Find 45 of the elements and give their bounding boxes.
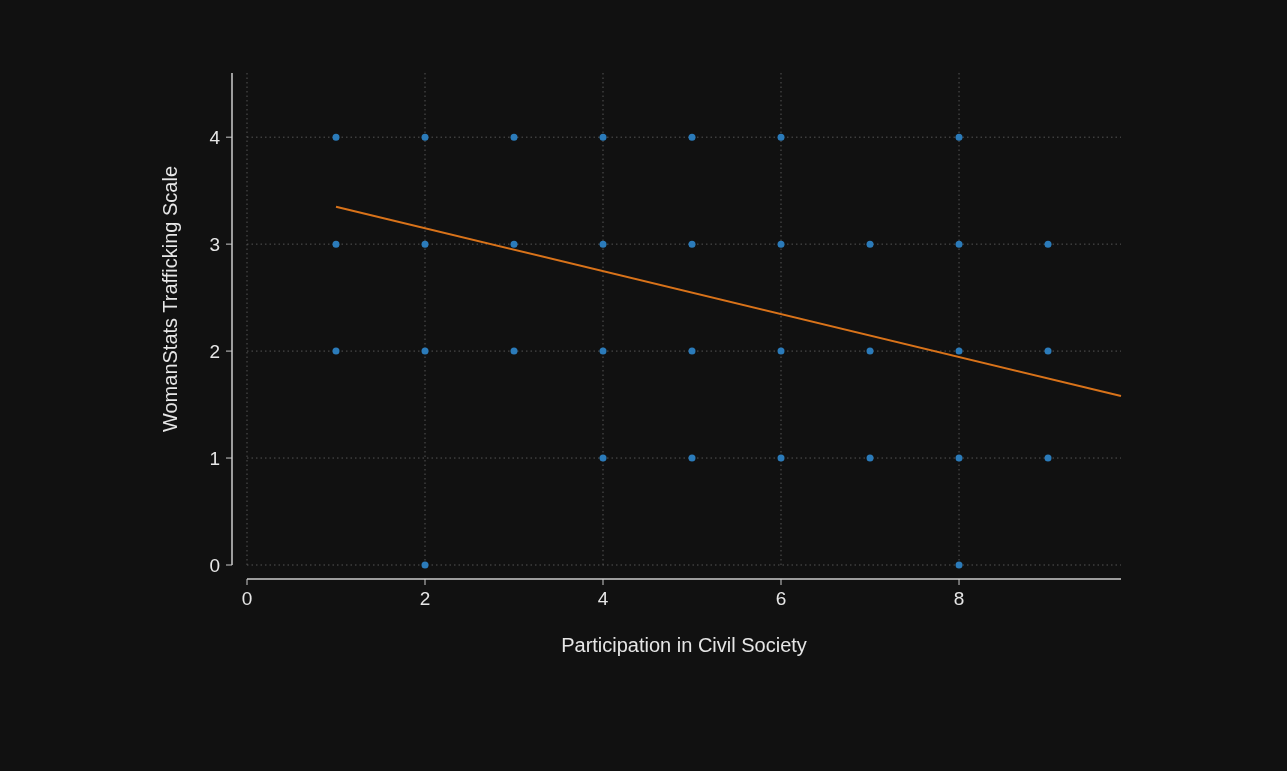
point	[332, 133, 340, 141]
point	[599, 347, 607, 355]
y-tick-label: 4	[209, 126, 221, 148]
point	[866, 454, 874, 462]
point	[955, 561, 963, 569]
point	[866, 240, 874, 248]
y-tick-label: 3	[209, 233, 220, 255]
point	[332, 347, 340, 355]
point	[332, 240, 340, 248]
x-axis-title: Participation in Civil Society	[561, 634, 807, 656]
point	[955, 133, 963, 141]
x-tick-label: 2	[419, 588, 431, 609]
point	[421, 347, 429, 355]
point	[777, 240, 785, 248]
point	[1044, 454, 1052, 462]
point	[955, 240, 963, 248]
point	[510, 240, 518, 248]
point	[688, 133, 696, 141]
y-tick-label: 2	[209, 340, 220, 362]
point	[421, 133, 429, 141]
x-tick-label: 4	[597, 588, 609, 609]
point	[421, 240, 429, 248]
point	[599, 240, 607, 248]
point	[421, 561, 429, 569]
y-axis-title: WomanStats Trafficking Scale	[159, 165, 181, 433]
point	[777, 347, 785, 355]
point	[955, 347, 963, 355]
x-tick-label: 8	[953, 588, 965, 609]
point	[1044, 347, 1052, 355]
point	[866, 347, 874, 355]
point	[777, 454, 785, 462]
point	[599, 454, 607, 462]
y-tick-label: 1	[209, 447, 220, 469]
point	[599, 133, 607, 141]
point	[777, 133, 785, 141]
x-tick-label: 0	[241, 588, 253, 609]
point	[510, 347, 518, 355]
point	[688, 454, 696, 462]
y-tick-label: 0	[209, 554, 220, 576]
point	[688, 347, 696, 355]
point	[1044, 240, 1052, 248]
x-tick-label: 6	[775, 588, 787, 609]
point	[510, 133, 518, 141]
point	[688, 240, 696, 248]
point	[955, 454, 963, 462]
